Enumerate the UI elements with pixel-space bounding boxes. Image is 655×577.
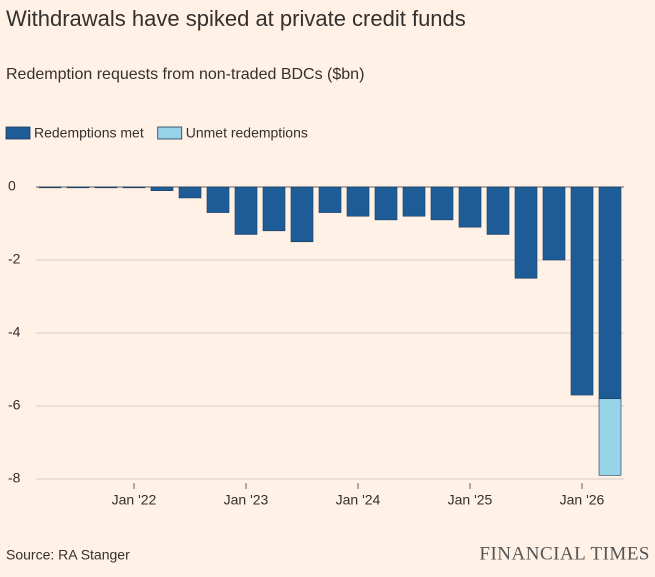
bar <box>206 186 230 213</box>
bar <box>598 186 622 399</box>
bar <box>374 186 398 221</box>
bar <box>542 186 566 261</box>
legend-swatch <box>5 126 31 140</box>
legend-label: Redemptions met <box>34 125 144 141</box>
chart-title: Withdrawals have spiked at private credi… <box>6 6 466 31</box>
bar <box>122 186 146 189</box>
bar <box>178 186 202 199</box>
legend-swatch <box>157 126 183 140</box>
bar <box>290 186 314 243</box>
bar <box>514 186 538 279</box>
x-tick-label: Jan '24 <box>336 492 381 508</box>
y-tick-label: 0 <box>8 178 16 194</box>
bar <box>262 186 286 232</box>
chart-subtitle: Redemption requests from non-traded BDCs… <box>6 66 364 83</box>
x-tick-label: Jan '25 <box>448 492 493 508</box>
bar <box>486 186 510 235</box>
bar <box>66 186 90 189</box>
source: Source: RA Stanger <box>6 547 130 563</box>
logo: FINANCIAL TIMES <box>479 543 650 564</box>
bar <box>598 398 622 476</box>
bar <box>150 186 174 191</box>
y-tick-label: -6 <box>8 397 21 413</box>
legend-label: Unmet redemptions <box>186 125 308 141</box>
bar <box>430 186 454 221</box>
bar <box>94 186 118 189</box>
y-tick-label: -8 <box>8 470 21 486</box>
x-tick-label: Jan '23 <box>224 492 269 508</box>
bar <box>234 186 258 235</box>
bar <box>570 186 594 396</box>
x-tick-label: Jan '26 <box>560 492 605 508</box>
bar <box>458 186 482 228</box>
bar <box>318 186 342 213</box>
bar <box>346 186 370 217</box>
bar <box>402 186 426 217</box>
y-tick-label: -2 <box>8 251 21 267</box>
x-tick-label: Jan '22 <box>112 492 157 508</box>
y-tick-label: -4 <box>8 324 21 340</box>
bar <box>38 186 62 189</box>
